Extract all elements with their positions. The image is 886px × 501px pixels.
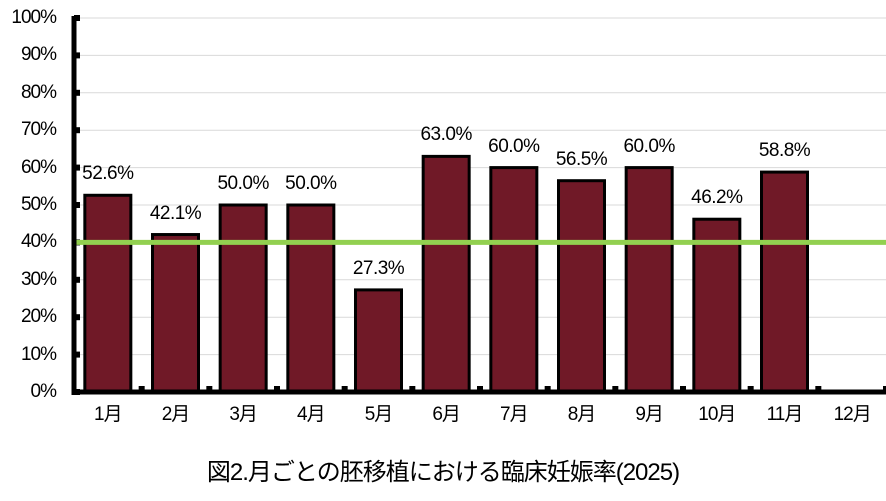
bar [624, 166, 674, 394]
x-tick-label: 12月 [833, 404, 872, 425]
x-tick [612, 386, 619, 392]
x-tick-label: 7月 [500, 404, 529, 425]
x-tick [138, 386, 145, 392]
y-tick-label: 70% [20, 119, 57, 141]
x-tick-label: 9月 [635, 404, 664, 425]
data-label: 50.0% [217, 173, 269, 194]
x-tick [747, 386, 754, 392]
y-tick-label: 90% [20, 44, 57, 66]
x-tick [815, 386, 822, 392]
x-tick [206, 386, 213, 392]
chart-title: 図2.月ごとの胚移植における臨床妊娠率(2025) [206, 459, 680, 486]
data-label: 63.0% [420, 124, 472, 146]
x-tick-label: 6月 [432, 404, 461, 425]
x-tick-label: 1月 [94, 404, 123, 425]
y-tick [74, 314, 80, 321]
data-label: 46.2% [691, 187, 743, 209]
y-tick [74, 164, 80, 171]
x-tick-label: 11月 [766, 404, 804, 425]
x-tick [409, 386, 416, 392]
x-tick-label: 8月 [567, 404, 597, 425]
y-tick-label: 30% [20, 268, 57, 290]
x-tick [544, 386, 551, 392]
bar [421, 154, 471, 394]
bar [489, 166, 539, 394]
x-tick-label: 10月 [698, 404, 736, 425]
y-tick [74, 202, 80, 208]
data-label: 42.1% [149, 202, 202, 224]
data-label: 52.6% [82, 163, 134, 185]
y-tick [74, 52, 80, 59]
y-tick-label: 0% [30, 381, 57, 402]
x-tick [883, 386, 886, 392]
data-label: 60.0% [488, 135, 540, 157]
x-tick [680, 386, 686, 392]
data-label: 50.0% [285, 173, 337, 194]
bar [218, 203, 268, 394]
y-tick-label: 10% [20, 343, 57, 365]
bar [83, 193, 133, 394]
x-tick-label: 4月 [297, 404, 326, 425]
bar [151, 233, 200, 394]
x-tick-label: 2月 [161, 404, 191, 425]
y-tick-label: 80% [20, 81, 57, 103]
data-label: 60.0% [623, 135, 675, 157]
y-tick [74, 276, 80, 283]
y-tick-label: 40% [20, 231, 57, 253]
y-tick-label: 50% [20, 194, 57, 215]
y-tick [74, 127, 80, 134]
y-tick [74, 89, 80, 96]
y-tick [74, 15, 80, 21]
data-label: 27.3% [352, 257, 405, 279]
x-tick [274, 386, 280, 392]
bar [286, 203, 336, 394]
x-tick-label: 5月 [364, 404, 394, 425]
data-label: 56.5% [555, 148, 608, 170]
x-tick [341, 386, 348, 392]
bar [692, 217, 742, 394]
x-tick-label: 3月 [229, 404, 258, 425]
x-tick [477, 386, 483, 392]
y-tick [74, 351, 80, 358]
data-label: 58.8% [758, 140, 811, 162]
y-tick-label: 100% [11, 7, 57, 28]
bar [354, 288, 403, 394]
y-tick-label: 20% [20, 306, 57, 328]
y-tick-label: 60% [20, 156, 57, 178]
bar [557, 179, 606, 394]
bar [760, 170, 809, 394]
